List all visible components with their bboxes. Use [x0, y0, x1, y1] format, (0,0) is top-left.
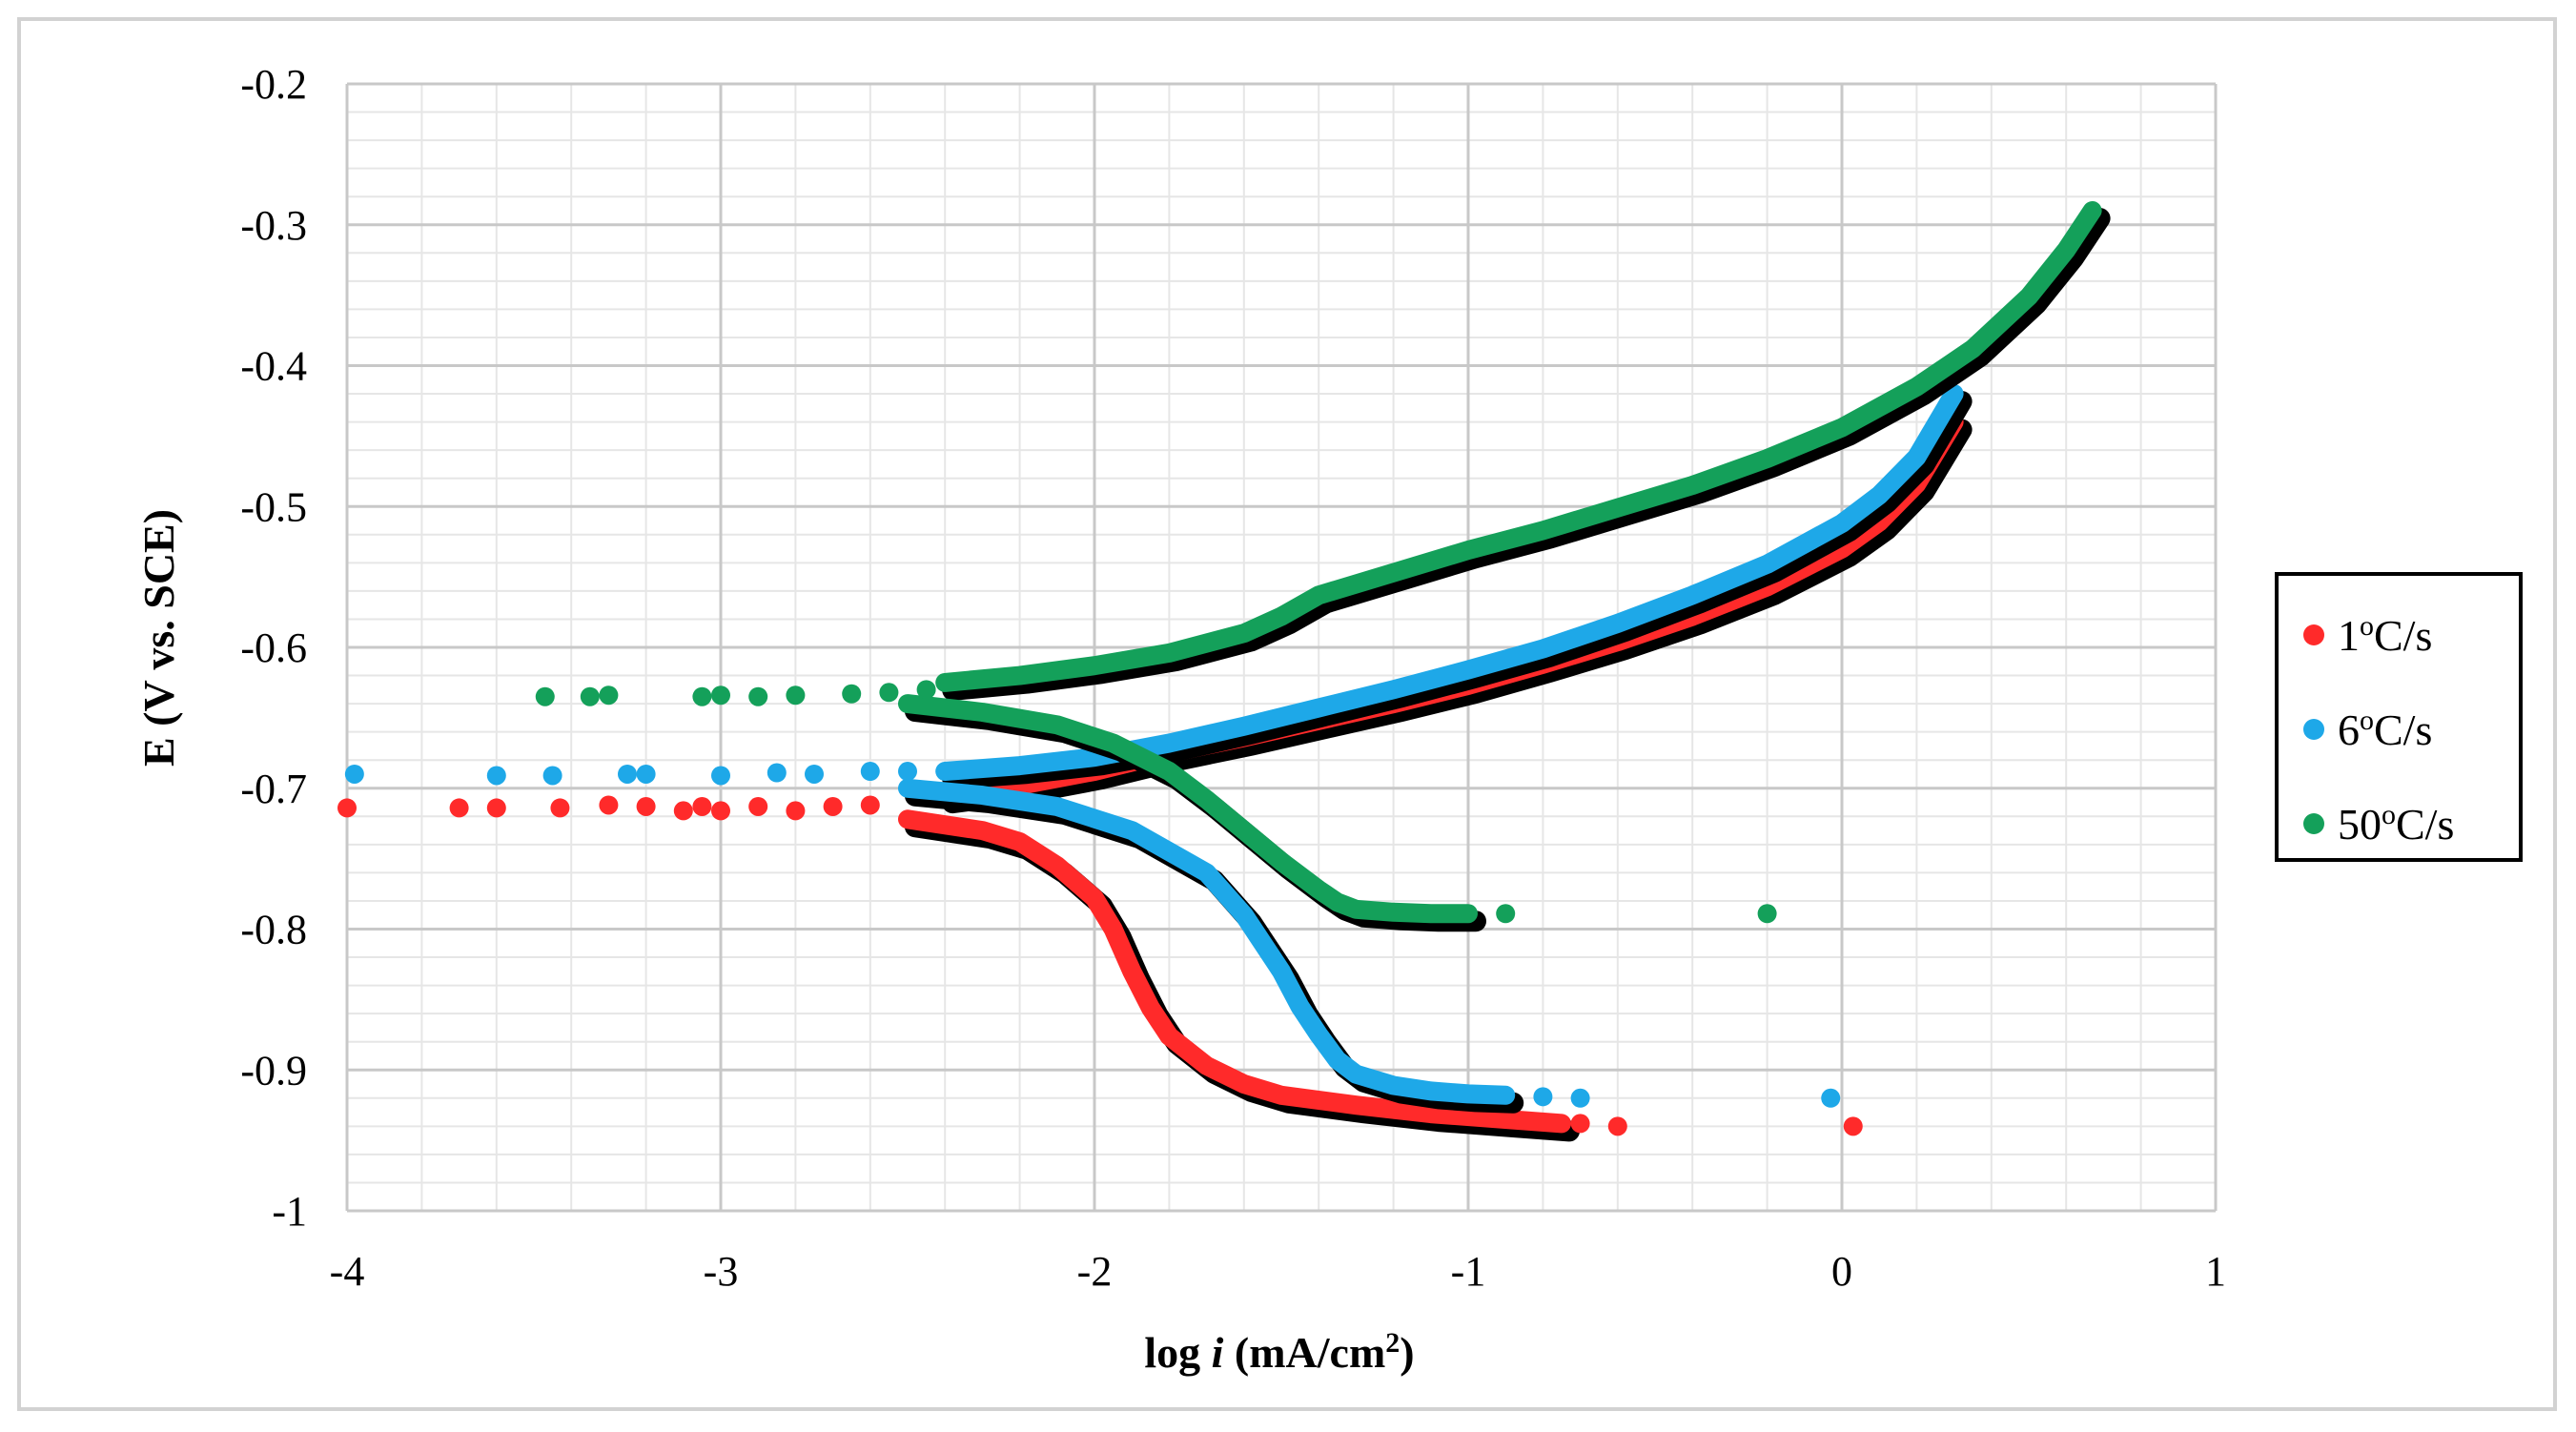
series-1-point [599, 795, 619, 815]
series-2-point [767, 763, 787, 783]
series-2-point [636, 764, 656, 784]
series-1-point [1607, 1116, 1627, 1136]
legend-label-2-pre: 6 [2338, 706, 2360, 754]
legend-label-2: 6oC/s [2338, 705, 2432, 755]
series-layer [337, 201, 2111, 1142]
series-2-point [860, 762, 880, 782]
tick-labels: -4 -3 -2 -1 0 1 -0.2 -0.3 -0.4 -0.5 -0.6 -0.7 -0.8 -0… [240, 61, 2226, 1295]
legend-label-3-sup: o [2382, 799, 2396, 830]
legend-label-3: 50oC/s [2338, 799, 2454, 849]
y-tick-label: -0.9 [240, 1047, 307, 1094]
x-tick-label: -2 [1077, 1248, 1113, 1295]
x-axis-title-close: ) [1400, 1328, 1414, 1377]
x-tick-label: 0 [1831, 1248, 1852, 1295]
series-3-point [1496, 904, 1516, 924]
series-2-point [542, 766, 562, 786]
y-tick-label: -0.8 [240, 907, 307, 953]
legend-label-2-sup: o [2360, 705, 2374, 736]
legend-label-1: 1oC/s [2338, 610, 2432, 661]
series-2-point [344, 764, 364, 784]
series-2-point [805, 764, 824, 784]
series-2-point [1821, 1088, 1841, 1108]
series-3-point [916, 680, 936, 700]
legend-label-2-post: C/s [2374, 706, 2432, 754]
legend-box [2275, 572, 2523, 862]
series-3 [535, 201, 2111, 932]
figure-frame: -4 -3 -2 -1 0 1 -0.2 -0.3 -0.4 -0.5 -0.6 -0.7 -0.8 -0… [17, 17, 2557, 1411]
legend-marker-1 [2303, 624, 2324, 645]
x-tick-label: -4 [330, 1248, 365, 1295]
series-1-point [1570, 1114, 1590, 1134]
y-tick-label: -1 [272, 1188, 307, 1235]
legend: 1oC/s 6oC/s 50oC/s [2275, 572, 2523, 862]
series-3-point [842, 684, 862, 704]
y-tick-label: -0.6 [240, 624, 307, 671]
series-1-point [711, 801, 730, 821]
series-2-point [898, 762, 917, 782]
x-tick-label: 1 [2205, 1248, 2226, 1295]
series-1-point [1843, 1116, 1863, 1136]
series-1-point [486, 798, 506, 818]
series-1-point [786, 801, 806, 821]
series-3-point [599, 685, 619, 706]
y-tick-label: -0.5 [240, 483, 307, 530]
series-3-cathodic-curve [898, 694, 1478, 924]
series-1-point [449, 798, 469, 818]
series-3-point [748, 686, 768, 706]
series-1-point [823, 796, 843, 816]
series-3-point [1757, 904, 1777, 924]
series-1-point [860, 795, 880, 815]
legend-label-3-pre: 50 [2338, 800, 2382, 849]
x-tick-label: -1 [1451, 1248, 1486, 1295]
series-3-point [580, 686, 600, 706]
legend-label-3-post: C/s [2396, 800, 2454, 849]
series-2-point [1533, 1087, 1553, 1107]
series-1-point [692, 796, 712, 816]
series-2-cathodic-curve [898, 778, 1516, 1105]
series-2-point [618, 764, 637, 784]
series-1-point [636, 796, 656, 816]
legend-label-1-sup: o [2360, 610, 2374, 642]
legend-entry-3: 50oC/s [2303, 799, 2454, 849]
series-3-point [786, 685, 806, 706]
series-1-point [550, 798, 570, 818]
legend-entry-1: 1oC/s [2303, 610, 2432, 661]
y-tick-label: -0.4 [240, 343, 307, 390]
series-2-point [711, 766, 730, 786]
x-axis-title-unit: (mA/cm [1223, 1328, 1385, 1377]
y-tick-label: -0.2 [240, 61, 307, 108]
x-axis-title: log i (mA/cm2) [1144, 1327, 1414, 1378]
y-tick-label: -0.3 [240, 202, 307, 249]
series-2-point [1570, 1088, 1590, 1108]
series-3-point [692, 686, 712, 706]
series-1-point [673, 801, 693, 821]
series-3-point [879, 683, 899, 703]
legend-label-1-post: C/s [2374, 611, 2432, 660]
polarization-chart: -4 -3 -2 -1 0 1 -0.2 -0.3 -0.4 -0.5 -0.6 -0.7 -0.8 -0… [21, 21, 2553, 1407]
legend-marker-3 [2303, 813, 2324, 834]
y-tick-label: -0.7 [240, 766, 307, 812]
legend-marker-2 [2303, 719, 2324, 740]
series-3-point [711, 685, 730, 706]
series-2-point [486, 766, 506, 786]
x-axis-title-sup: 2 [1385, 1327, 1400, 1359]
major-gridlines [345, 82, 2218, 1213]
legend-entry-2: 6oC/s [2303, 705, 2432, 755]
x-axis-title-prefix: log [1144, 1328, 1211, 1377]
series-3-point [535, 686, 555, 706]
x-axis-title-italic: i [1212, 1328, 1224, 1377]
x-tick-label: -3 [704, 1248, 739, 1295]
series-1-point [337, 798, 357, 818]
series-1-point [748, 796, 768, 816]
series-1-cathodic-curve [898, 809, 1571, 1134]
series-3-anodic-curve [935, 201, 2102, 692]
y-axis-title: E (V vs. SCE) [134, 509, 183, 767]
legend-label-1-pre: 1 [2338, 611, 2360, 660]
